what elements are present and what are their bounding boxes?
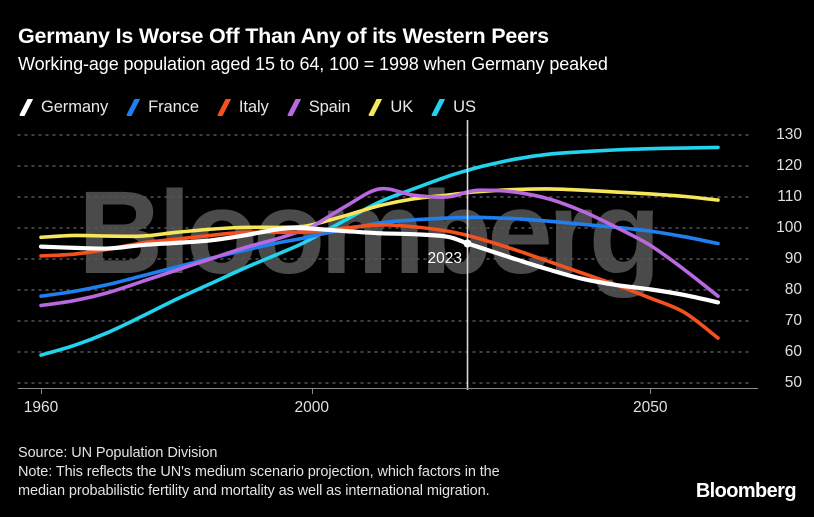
legend-item-uk[interactable]: UK: [367, 98, 413, 117]
legend-item-italy[interactable]: Italy: [216, 98, 269, 117]
x-axis: 1960 2000 2050: [0, 388, 814, 428]
legend-item-label: Italy: [238, 97, 269, 116]
legend-swatch-icon: [286, 99, 302, 116]
legend-item-us[interactable]: US: [430, 98, 476, 117]
legend-item-france[interactable]: France: [125, 98, 199, 117]
legend-swatch-icon: [367, 99, 383, 116]
y-axis-tick-label: 120: [776, 157, 802, 174]
bloomberg-logo: Bloomberg: [695, 480, 797, 502]
y-axis-tick-label: 110: [777, 188, 802, 205]
y-axis-tick-label: 50: [784, 374, 802, 391]
series-line-france: [39, 215, 720, 298]
y-axis-tick-label: 130: [776, 126, 802, 143]
x-axis-tick-label: 2000: [294, 399, 330, 416]
note-text-line2: median probabilistic fertility and morta…: [18, 483, 490, 500]
legend-swatch-icon: [430, 99, 446, 116]
x-axis-line: [18, 388, 758, 389]
source-text: Source: UN Population Division: [18, 445, 218, 461]
series-line-italy: [39, 223, 720, 340]
x-axis-tick-label: 1960: [23, 399, 59, 416]
x-axis-tick-mark: [650, 388, 652, 394]
series-line-uk: [39, 187, 720, 240]
y-axis-tick-label: 100: [776, 219, 802, 236]
y-axis-tick-label: 60: [784, 343, 802, 360]
legend-item-label: US: [453, 97, 476, 116]
legend-item-label: Spain: [308, 97, 351, 116]
legend-item-label: UK: [390, 97, 414, 116]
series-line-us: [39, 145, 720, 357]
annotation-marker-dot: [463, 239, 472, 248]
series-line-spain: [39, 186, 720, 308]
legend-swatch-icon: [216, 99, 232, 116]
chart-subtitle: Working-age population aged 15 to 64, 10…: [18, 53, 608, 74]
annotation-label-2023: 2023: [427, 249, 462, 267]
legend-item-label: France: [148, 97, 199, 116]
x-axis-tick-mark: [311, 388, 313, 394]
line-chart-svg: [17, 120, 753, 390]
x-axis-tick-label: 2050: [633, 399, 668, 416]
page-title: Germany Is Worse Off Than Any of its Wes…: [18, 24, 549, 48]
chart-footer: Source: UN Population Division Note: Thi…: [18, 444, 678, 501]
series-line-germany: [38, 225, 721, 305]
plot-area: Bloomberg 50 60 70 80 90 100 110 120 130 2023: [0, 120, 814, 391]
chart-header: Germany Is Worse Off Than Any of its Wes…: [18, 24, 798, 74]
x-axis-tick-mark: [41, 388, 42, 394]
legend-swatch-icon: [125, 99, 141, 116]
y-axis-tick-label: 70: [784, 312, 802, 329]
y-axis-tick-label: 90: [784, 250, 802, 267]
legend-item-germany[interactable]: Germany: [18, 98, 108, 117]
legend-item-spain[interactable]: Spain: [286, 98, 351, 117]
note-text-line1: Note: This reflects the UN's medium scen…: [18, 464, 500, 481]
legend-item-label: Germany: [41, 97, 109, 116]
legend-swatch-icon: [18, 99, 34, 116]
y-axis-tick-label: 80: [784, 281, 802, 298]
chart-legend: Germany France Italy Spain UK US: [18, 94, 476, 120]
